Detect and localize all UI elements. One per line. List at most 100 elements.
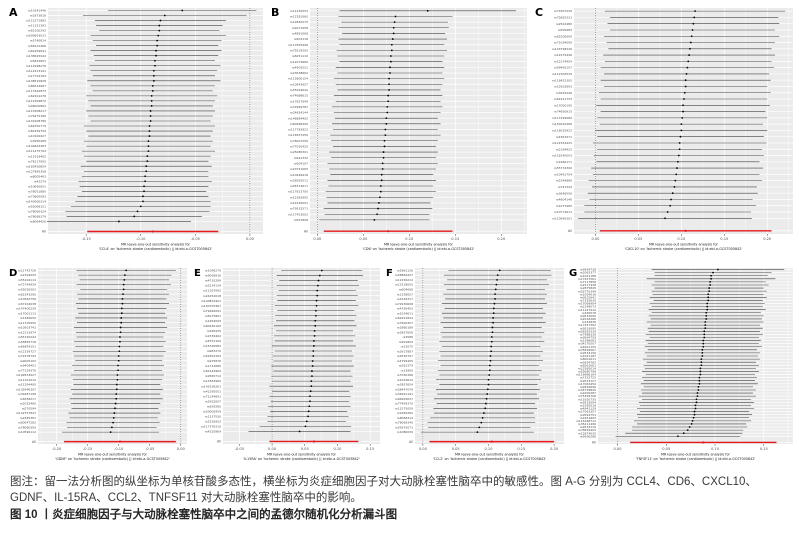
panel-E: rs1099270 rs9058916 rs4710289 rs2234139 rs11… xyxy=(193,264,383,464)
svg-text:rs6051110: rs6051110 xyxy=(292,54,308,58)
svg-text:rs13900: rs13900 xyxy=(401,368,413,372)
snp-rows: rs11742726rs2194029rs55104114rs72749929r… xyxy=(16,268,176,434)
svg-text:rs62259704: rs62259704 xyxy=(28,129,46,133)
forest-plot-A: rs10341946rs1873816rs112271882rs11151392… xyxy=(9,6,263,251)
svg-text:rs11919462: rs11919462 xyxy=(28,154,46,158)
svg-text:rs12156212: rs12156212 xyxy=(395,278,413,282)
svg-text:rs2451893: rs2451893 xyxy=(580,416,596,420)
svg-text:rs140824401: rs140824401 xyxy=(201,299,221,303)
all-row: All xyxy=(592,441,777,445)
svg-text:rs4891068: rs4891068 xyxy=(292,32,308,36)
svg-text:rs62201476: rs62201476 xyxy=(28,94,46,98)
svg-text:rs74688615: rs74688615 xyxy=(290,94,308,98)
svg-text:rs143798249: rs143798249 xyxy=(552,47,572,51)
svg-text:rs26592511: rs26592511 xyxy=(290,178,308,182)
svg-text:0.00: 0.00 xyxy=(591,237,600,241)
svg-text:rs8005463: rs8005463 xyxy=(30,174,46,178)
svg-text:rs1860189: rs1860189 xyxy=(397,326,413,330)
svg-text:0.10: 0.10 xyxy=(711,447,720,451)
svg-text:rs72930698: rs72930698 xyxy=(395,302,413,306)
svg-text:rs117825908: rs117825908 xyxy=(288,43,308,47)
figure-title: 图 10 丨炎症细胞因子与大动脉栓塞性脑卒中之间的孟德尔随机化分析漏斗图 xyxy=(10,509,398,522)
svg-text:rs3915246: rs3915246 xyxy=(556,91,572,95)
svg-text:rs4225869: rs4225869 xyxy=(205,430,221,434)
svg-text:rs4941125: rs4941125 xyxy=(580,345,596,349)
svg-text:rs1712680: rs1712680 xyxy=(205,364,221,368)
svg-text:rs39487198: rs39487198 xyxy=(18,392,36,396)
svg-text:rs78051880: rs78051880 xyxy=(28,189,46,193)
svg-text:rs11575059: rs11575059 xyxy=(395,406,413,410)
snp-rows: rs2861126rs28869447rs12156212rs13218055r… xyxy=(395,268,552,434)
svg-text:rs959280: rs959280 xyxy=(207,404,221,408)
panel-D: rs11742726 rs2194029 rs55104114 rs72749929 r… xyxy=(8,264,190,464)
svg-text:rs975876: rs975876 xyxy=(207,359,221,363)
svg-text:rs12632693: rs12632693 xyxy=(554,85,572,89)
svg-text:rs2282282: rs2282282 xyxy=(397,411,413,415)
svg-text:rs4604146: rs4604146 xyxy=(556,198,572,202)
svg-text:rs2226952: rs2226952 xyxy=(205,419,221,423)
svg-text:rs1024611: rs1024611 xyxy=(397,311,413,315)
svg-text:rs57104038: rs57104038 xyxy=(18,302,36,306)
svg-text:rs60240109: rs60240109 xyxy=(203,324,221,328)
svg-text:0.05: 0.05 xyxy=(452,447,460,451)
svg-text:rs9533095: rs9533095 xyxy=(580,326,596,330)
svg-text:rs25080301: rs25080301 xyxy=(290,150,308,154)
x-axis: -0.05 0.00 0.05 0.10 0.15 MR leave-one-out se… xyxy=(235,444,374,461)
svg-text:rs12074660: rs12074660 xyxy=(290,60,308,64)
svg-text:rs8751169: rs8751169 xyxy=(205,339,221,343)
panel-letter-G: G xyxy=(569,268,577,279)
svg-text:rs28869447: rs28869447 xyxy=(395,273,413,277)
svg-text:rs77124376: rs77124376 xyxy=(18,368,36,372)
svg-text:rs78839403: rs78839403 xyxy=(578,428,596,432)
note-line-2: GDNF、IL-15RA、CCL2、TNFSF11 对大动脉栓塞性脑卒中的影响。 xyxy=(10,491,362,504)
svg-text:All: All xyxy=(568,229,572,233)
panel-letter-B: B xyxy=(271,6,279,19)
svg-text:rs6275891: rs6275891 xyxy=(205,314,221,318)
svg-text:All: All xyxy=(592,441,596,445)
svg-text:rs78060309: rs78060309 xyxy=(18,425,36,429)
svg-text:0.05: 0.05 xyxy=(634,237,642,241)
svg-text:rs4710289: rs4710289 xyxy=(205,279,221,283)
svg-text:rs77499370: rs77499370 xyxy=(395,402,413,406)
svg-text:rs1099270: rs1099270 xyxy=(205,269,221,273)
x-axis: 0.00 0.05 0.10 0.15 0.20 MR leave-one-out sen… xyxy=(591,234,772,251)
svg-text:rs17063459: rs17063459 xyxy=(578,382,596,386)
svg-text:rs2277438: rs2277438 xyxy=(580,283,596,287)
svg-text:All: All xyxy=(32,440,36,444)
svg-text:rs2194029: rs2194029 xyxy=(20,273,36,277)
svg-text:rs79532571: rs79532571 xyxy=(290,207,308,211)
svg-text:rs55680798: rs55680798 xyxy=(578,370,596,374)
svg-text:rs17063357: rs17063357 xyxy=(578,410,596,414)
svg-text:rs117453002: rs117453002 xyxy=(288,212,308,216)
svg-text:rs6558217: rs6558217 xyxy=(20,397,36,401)
svg-text:rs8068314: rs8068314 xyxy=(397,416,413,420)
svg-text:rs116168712: rs116168712 xyxy=(576,419,596,423)
svg-text:rs12174954: rs12174954 xyxy=(554,59,572,63)
svg-text:rs9271058: rs9271058 xyxy=(292,26,308,30)
svg-text:rs12475446: rs12475446 xyxy=(554,53,572,57)
svg-text:0.10: 0.10 xyxy=(405,237,414,241)
panel-F: rs2861126 rs28869447 rs12156212 rs13218055 r… xyxy=(385,264,567,464)
svg-text:rs11705950: rs11705950 xyxy=(18,321,36,325)
svg-text:rs11620735: rs11620735 xyxy=(578,397,596,401)
svg-text:rs11147910: rs11147910 xyxy=(578,308,596,312)
x-axis: -0.20 -0.15 -0.10 -0.05 0.00 MR leave-one-out… xyxy=(52,444,185,461)
svg-text:rs9594759: rs9594759 xyxy=(580,336,596,340)
svg-text:-0.10: -0.10 xyxy=(136,237,146,241)
snp-rows: rs10341946rs1873816rs112271882rs11151392… xyxy=(26,9,257,224)
svg-text:rs20741065: rs20741065 xyxy=(290,167,308,171)
svg-text:rs987270: rs987270 xyxy=(207,349,221,353)
svg-text:rs72969781: rs72969781 xyxy=(290,105,308,109)
x-axis-title-line1: MR leave-one-out sensitivity analysis fo… xyxy=(78,453,147,457)
svg-text:rs7322722: rs7322722 xyxy=(580,376,596,380)
panel-letter-D: D xyxy=(9,268,17,279)
svg-text:rs23638664: rs23638664 xyxy=(290,71,308,75)
svg-text:-0.10: -0.10 xyxy=(114,447,124,451)
svg-text:rs147400229: rs147400229 xyxy=(16,307,36,311)
svg-text:rs2200287: rs2200287 xyxy=(580,391,596,395)
svg-text:-0.05: -0.05 xyxy=(191,237,200,241)
x-axis-title-line2: 'CXCL10' on 'Ischemic stroke (cardioembo… xyxy=(625,247,743,251)
x-axis-title-line2: 'GDNF' on 'Ischemic stroke (cardioemboli… xyxy=(55,457,170,461)
svg-text:0.00: 0.00 xyxy=(313,237,322,241)
